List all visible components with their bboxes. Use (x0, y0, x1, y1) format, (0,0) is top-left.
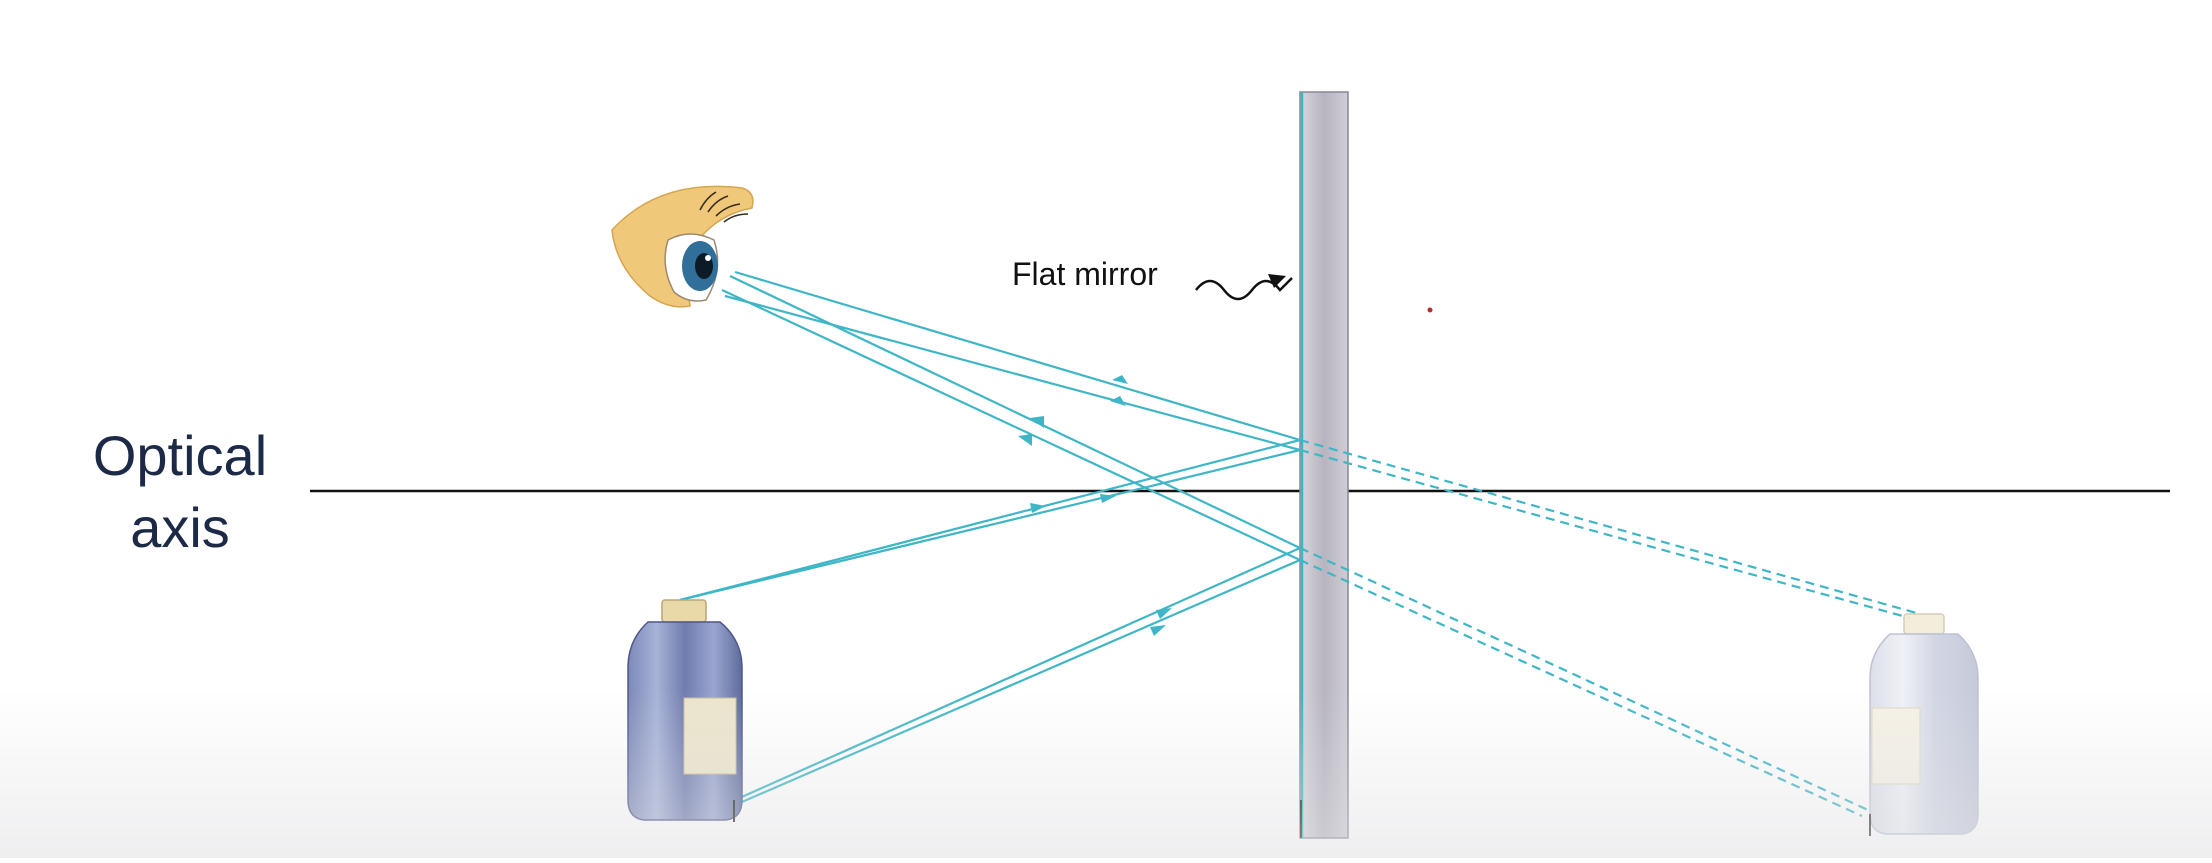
ray-arrow-icon (1100, 494, 1116, 503)
stray-dot (1427, 307, 1433, 313)
optical-axis-label-line2: axis (130, 496, 230, 559)
ray-arrowheads (1018, 375, 1172, 636)
virtual-rays (1299, 438, 1921, 818)
bottle-object-icon (627, 599, 743, 822)
ray-bottom-incident-2 (734, 558, 1301, 807)
ray-arrow-icon (1018, 434, 1032, 446)
mirror-label-arrowhead-icon (1268, 274, 1286, 288)
virtual-ray-top-2 (1299, 448, 1911, 620)
optical-axis-label: Optical axis (60, 420, 300, 564)
bottle-image-icon (1869, 613, 1979, 836)
virtual-ray-bottom-1 (1299, 547, 1869, 811)
mirror-label-leader (1195, 277, 1293, 301)
virtual-ray-bottom-2 (1299, 558, 1863, 818)
ray-arrow-icon (1112, 375, 1128, 384)
ray-top-reflected-2 (724, 294, 1301, 452)
ray-arrow-icon (1030, 416, 1044, 428)
optical-axis-label-line1: Optical (92, 424, 268, 487)
ray-arrow-icon (1156, 608, 1172, 619)
ray-arrow-icon (1030, 503, 1046, 513)
eye-icon (611, 185, 754, 308)
flat-mirror-label: Flat mirror (1012, 256, 1158, 292)
ray-arrow-icon (1110, 396, 1126, 406)
ray-top-incident-2 (679, 448, 1301, 602)
ray-bottom-incident-1 (734, 546, 1301, 802)
ray-top-reflected-1 (734, 270, 1301, 442)
ray-arrow-icon (1150, 625, 1166, 636)
real-rays (679, 270, 1301, 807)
flat-mirror (1299, 91, 1349, 839)
ray-bottom-reflected-1 (729, 275, 1301, 549)
ray-bottom-reflected-2 (721, 289, 1301, 561)
virtual-ray-top-1 (1299, 438, 1921, 616)
ray-top-incident-1 (679, 438, 1301, 602)
